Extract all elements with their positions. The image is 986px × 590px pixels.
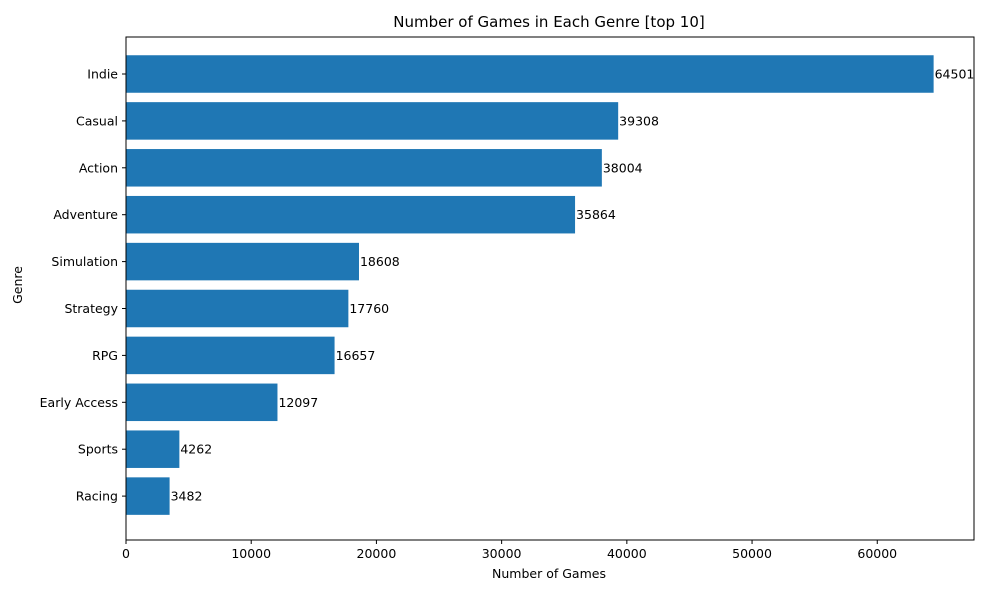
data-label-sports: 4262 xyxy=(180,442,212,457)
bar-sports xyxy=(126,430,180,468)
plot-frame xyxy=(125,36,975,541)
bars-group xyxy=(126,55,934,515)
bar-early-access xyxy=(126,383,278,422)
data-label-action: 38004 xyxy=(603,160,643,175)
bar-simulation xyxy=(126,242,359,281)
y-tick-label: Casual xyxy=(76,113,118,128)
y-tick-label: RPG xyxy=(92,348,118,363)
data-label-racing: 3482 xyxy=(171,489,203,504)
y-tick-label: Simulation xyxy=(51,254,118,269)
y-tick-label: Early Access xyxy=(40,395,118,410)
x-axis-ticks: 0 10000 20000 30000 40000 50000 60000 xyxy=(122,540,897,561)
y-tick-label: Adventure xyxy=(53,207,118,222)
x-tick-label: 20000 xyxy=(357,546,397,561)
data-label-rpg: 16657 xyxy=(336,348,376,363)
bar-racing xyxy=(126,477,170,515)
y-axis-label: Genre xyxy=(10,266,25,304)
bar-action xyxy=(126,149,602,187)
y-tick-label: Indie xyxy=(87,67,118,82)
x-tick-label: 60000 xyxy=(857,546,897,561)
data-label-simulation: 18608 xyxy=(360,254,400,269)
x-tick-label: 30000 xyxy=(482,546,522,561)
data-labels-group: 64501 39308 38004 35864 18608 17760 16657 12097… xyxy=(171,67,975,504)
bar-casual xyxy=(126,102,619,140)
data-label-casual: 39308 xyxy=(619,113,659,128)
data-label-strategy: 17760 xyxy=(349,301,389,316)
data-label-early-access: 12097 xyxy=(278,395,318,410)
x-tick-label: 40000 xyxy=(607,546,647,561)
x-tick-label: 0 xyxy=(122,546,130,561)
y-tick-label: Racing xyxy=(76,489,118,504)
chart-title: Number of Games in Each Genre [top 10] xyxy=(393,13,704,31)
x-axis-label: Number of Games xyxy=(492,566,606,581)
data-label-indie: 64501 xyxy=(935,67,975,82)
bar-indie xyxy=(126,55,934,93)
bar-adventure xyxy=(126,195,576,234)
x-tick-label: 10000 xyxy=(231,546,271,561)
y-axis-ticks: Indie Casual Action Adventure Simulation Stra… xyxy=(40,67,126,504)
x-tick-label: 50000 xyxy=(732,546,772,561)
bar-strategy xyxy=(126,289,349,328)
bar-rpg xyxy=(126,336,335,375)
data-label-adventure: 35864 xyxy=(576,207,616,222)
y-tick-label: Strategy xyxy=(64,301,118,316)
y-tick-label: Sports xyxy=(78,442,118,457)
y-tick-label: Action xyxy=(79,160,118,175)
